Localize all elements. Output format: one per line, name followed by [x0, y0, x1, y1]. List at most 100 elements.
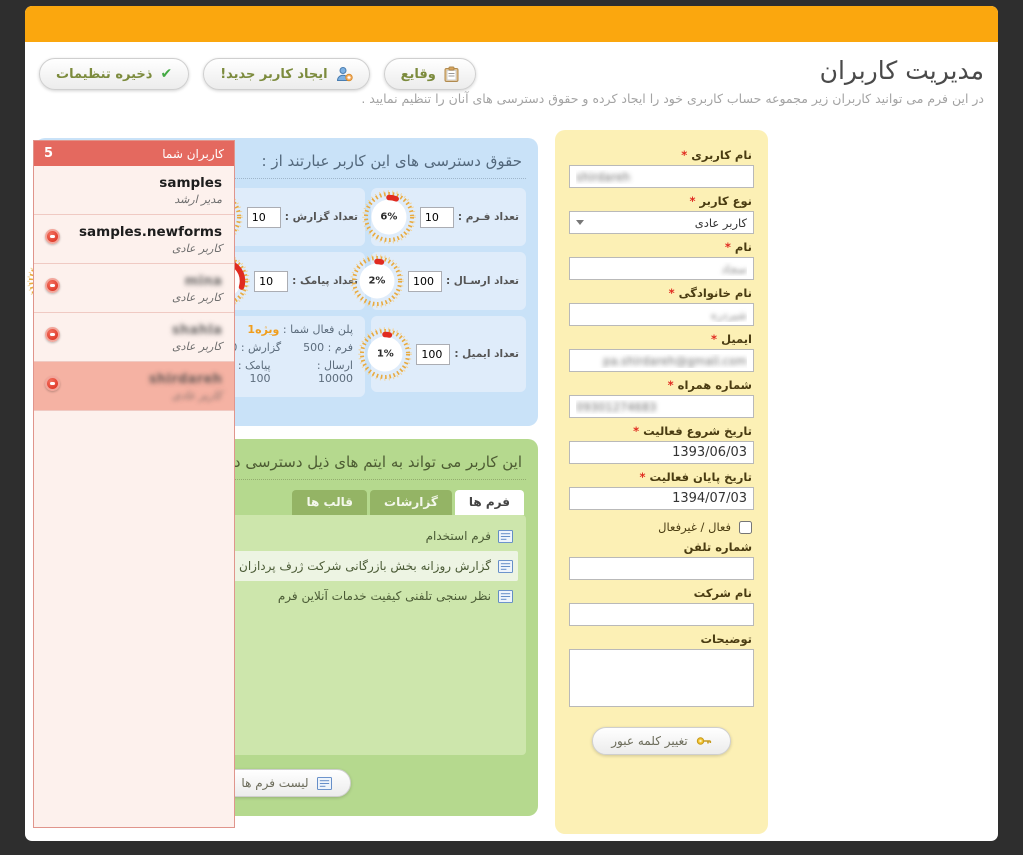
plan-label: پلن فعال شما : — [282, 323, 353, 336]
page-header: مدیریت کاربران در این فرم می توانید کارب… — [25, 42, 998, 122]
company-label: نام شرکت — [693, 586, 752, 600]
users-panel-filler — [34, 411, 234, 827]
gauge-box-emails: تعداد ایمیل : 1% — [358, 316, 526, 392]
permission-item-title: فرم استخدام — [425, 529, 491, 543]
user-row[interactable]: samples.newforms کاربر عادی — [34, 215, 234, 264]
clipboard-icon — [444, 66, 459, 82]
user-name: samples — [159, 175, 222, 191]
usertype-select[interactable]: کاربر عادی — [569, 211, 754, 234]
remove-user-icon[interactable] — [45, 229, 60, 244]
email-input[interactable] — [569, 349, 754, 372]
lastname-input[interactable] — [569, 303, 754, 326]
plan-sms-quota: پیامک : 100 — [237, 359, 271, 385]
page-subtitle: در این فرم می توانید کاربران زیر مجموعه … — [361, 91, 984, 106]
permission-item-title: گزارش روزانه بخش بازرگانی شرکت ژرف پرداز… — [216, 559, 491, 573]
remove-user-icon[interactable] — [45, 376, 60, 391]
active-checkbox[interactable] — [739, 520, 752, 534]
user-name: samples.newforms — [79, 224, 222, 240]
create-user-button[interactable]: ایجاد کاربر جدید! — [203, 58, 370, 90]
save-settings-button-label: ذخیره تنظیمات — [56, 66, 153, 82]
user-name: mina — [184, 273, 222, 289]
phone-input[interactable] — [569, 557, 754, 580]
active-label: فعال / غیرفعال — [658, 520, 731, 534]
startdate-input[interactable] — [569, 441, 754, 464]
user-row[interactable]: shahla کاربر عادی — [34, 313, 234, 362]
users-panel-header: کاربران شما 5 — [34, 141, 234, 166]
form-list-icon — [316, 776, 332, 790]
plan-title-line: پلن فعال شما : ویژه1 — [59, 323, 353, 336]
user-detail-form: نام کاربری* نوع کاربر* کاربر عادی نام* ن… — [555, 130, 768, 834]
forms-gauge-dial: 6% — [362, 190, 416, 244]
sms-count-input[interactable] — [254, 270, 289, 292]
user-row[interactable]: mina کاربر عادی — [34, 264, 234, 313]
user-row[interactable]: samples مدیر ارشد — [34, 166, 234, 215]
required-star: * — [668, 286, 675, 300]
mobile-input[interactable] — [569, 395, 754, 418]
list-footer: لیست فرم ها — [47, 769, 526, 797]
forms-count-input[interactable] — [419, 206, 454, 228]
user-role: مدیر ارشد — [174, 193, 222, 206]
usertype-select-value: کاربر عادی — [694, 215, 747, 230]
users-panel-title: کاربران شما — [162, 146, 224, 161]
user-name: shirdareh — [148, 371, 222, 387]
form-icon — [498, 559, 513, 573]
lastname-label: نام خانوادگی — [678, 286, 752, 300]
gauge-box-sends: تعداد ارسـال : 2% — [350, 252, 526, 310]
required-star: * — [667, 378, 674, 392]
user-role: کاربر عادی — [172, 242, 222, 255]
startdate-label: تاریخ شروع فعالیت — [643, 424, 752, 438]
item-access-title: این کاربر می تواند به ایتم های ذیل دسترس… — [47, 449, 526, 480]
user-name: shahla — [171, 322, 222, 338]
remove-user-icon[interactable] — [45, 278, 60, 293]
emails-gauge-dial: 1% — [358, 327, 413, 381]
main-window: مدیریت کاربران در این فرم می توانید کارب… — [25, 6, 998, 841]
create-user-button-label: ایجاد کاربر جدید! — [220, 66, 328, 82]
user-row-selected[interactable]: shirdareh کاربر عادی — [34, 362, 234, 411]
emails-count-input[interactable] — [416, 343, 451, 365]
firstname-input[interactable] — [569, 257, 754, 280]
page-title: مدیریت کاربران — [819, 56, 984, 85]
required-star: * — [711, 332, 718, 346]
required-star: * — [724, 240, 731, 254]
sends-count-input[interactable] — [407, 270, 442, 292]
notes-label: توضیحات — [700, 632, 753, 646]
username-label: نام کاربری — [691, 148, 752, 162]
gauge-label: تعداد ایمیل : — [454, 348, 519, 360]
item-tabs: فرم ها گزارشات قالب ها — [47, 490, 526, 515]
required-star: * — [633, 424, 640, 438]
tab-templates[interactable]: قالب ها — [292, 490, 368, 515]
tab-reports[interactable]: گزارشات — [370, 490, 452, 515]
tab-forms[interactable]: فرم ها — [454, 490, 524, 515]
usertype-label: نوع کاربر — [699, 194, 753, 208]
company-input[interactable] — [569, 603, 754, 626]
users-count-badge: 5 — [44, 146, 54, 161]
user-role: کاربر عادی — [172, 340, 222, 353]
notes-textarea[interactable] — [569, 649, 754, 707]
sends-gauge-dial: 2% — [350, 254, 404, 308]
gauge-label: تعداد ارسـال : — [445, 275, 519, 287]
plan-forms-quota: فرم : 500 — [303, 341, 353, 354]
reports-count-input[interactable] — [246, 206, 281, 228]
form-icon — [498, 529, 513, 543]
gauge-percent: 1% — [376, 348, 394, 360]
password-footer: تغییر کلمه عبور — [569, 727, 754, 755]
gauge-label: تعداد پیامک : — [292, 275, 358, 287]
mobile-label: شماره همراه — [677, 378, 752, 392]
change-password-button[interactable]: تغییر کلمه عبور — [592, 727, 731, 755]
save-settings-button[interactable]: ✔ ذخیره تنظیمات — [39, 58, 190, 90]
events-button[interactable]: وقایع — [383, 58, 476, 90]
forms-list-button[interactable]: لیست فرم ها — [222, 769, 351, 797]
gauge-percent: 6% — [380, 211, 398, 223]
phone-label: شماره تلفن — [683, 540, 752, 554]
check-icon: ✔ — [160, 66, 173, 82]
user-role: کاربر عادی — [172, 389, 222, 402]
top-accent-bar — [25, 6, 998, 42]
remove-user-icon[interactable] — [45, 327, 60, 342]
toolbar: وقایع ایجاد کاربر جدید! ✔ ذخیره تنظیمات — [39, 58, 476, 90]
plan-name: ویژه1 — [247, 323, 280, 336]
enddate-label: تاریخ پایان فعالیت — [649, 470, 752, 484]
users-panel: کاربران شما 5 samples مدیر ارشد samples.… — [33, 140, 235, 828]
username-input[interactable] — [569, 165, 754, 188]
required-star: * — [689, 194, 696, 208]
enddate-input[interactable] — [569, 487, 754, 510]
